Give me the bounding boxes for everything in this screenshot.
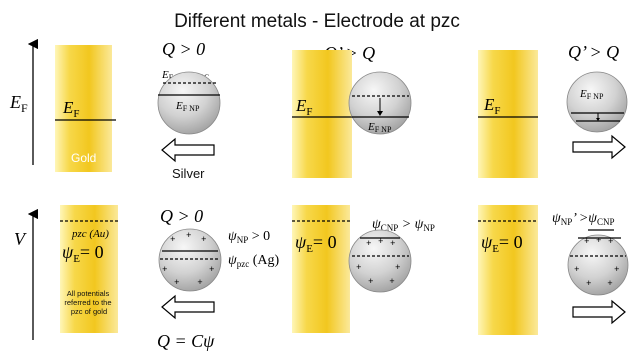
- silver-nanoparticle: [158, 72, 220, 134]
- capacitance-formula: Q = Cψ: [157, 331, 215, 351]
- silver-nanoparticle-panel3: [567, 72, 627, 132]
- psi-pzc-label: ψpzc (Ag): [228, 253, 279, 269]
- psi-np-label: ψNP > 0: [228, 229, 270, 245]
- arrow-right-bottom-panel3: [573, 301, 625, 323]
- psi-comparison-panel3: ψNP’ >ψCNP: [552, 211, 615, 227]
- potential-axis-label: V: [14, 229, 27, 249]
- gold-electrode-bar-bottom-panel2: [292, 205, 350, 333]
- charge-label-q-bottom: Q > 0: [160, 206, 203, 226]
- gold-label: Gold: [71, 151, 96, 165]
- page-title: Different metals - Electrode at pzc: [174, 11, 460, 32]
- reference-note: All potentials referred to the pzc of go…: [64, 289, 113, 316]
- gold-electrode-bar-panel3: [478, 50, 538, 178]
- arrow-left-bottom-panel1: [162, 296, 214, 318]
- arrow-left-top-panel1: [162, 139, 214, 161]
- psi-e-label: ψE= 0: [62, 242, 104, 265]
- charge-label-q-prime-panel3: Q’ > Q: [568, 42, 619, 62]
- energy-axis-label: EF: [9, 92, 28, 115]
- charge-label-q: Q > 0: [162, 39, 205, 59]
- psi-e-label-panel2: ψE= 0: [295, 232, 337, 255]
- psi-e-label-panel3: ψE= 0: [481, 232, 523, 255]
- pzc-au-label: pzc (Au): [71, 228, 109, 240]
- gold-electrode-bar-bottom-panel3: [478, 205, 538, 335]
- silver-label: Silver: [172, 166, 205, 181]
- arrow-right-top-panel3: [573, 136, 625, 158]
